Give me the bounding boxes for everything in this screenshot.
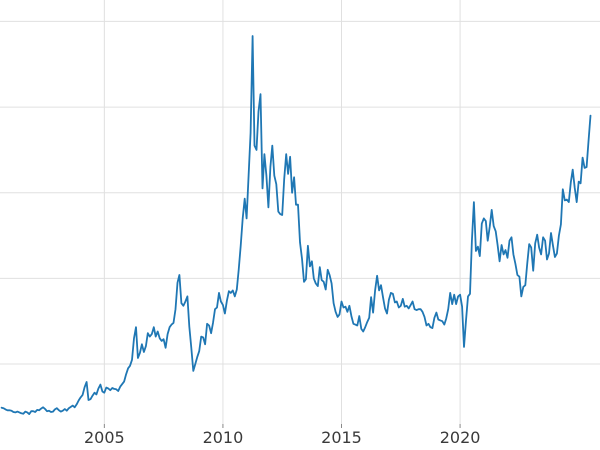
x-tick-label-2005: 2005 (84, 428, 125, 447)
x-tick-label-2010: 2010 (203, 428, 244, 447)
price-series-line (0, 35, 592, 416)
x-tick-label-2020: 2020 (440, 428, 481, 447)
x-tick-label-2015: 2015 (321, 428, 362, 447)
